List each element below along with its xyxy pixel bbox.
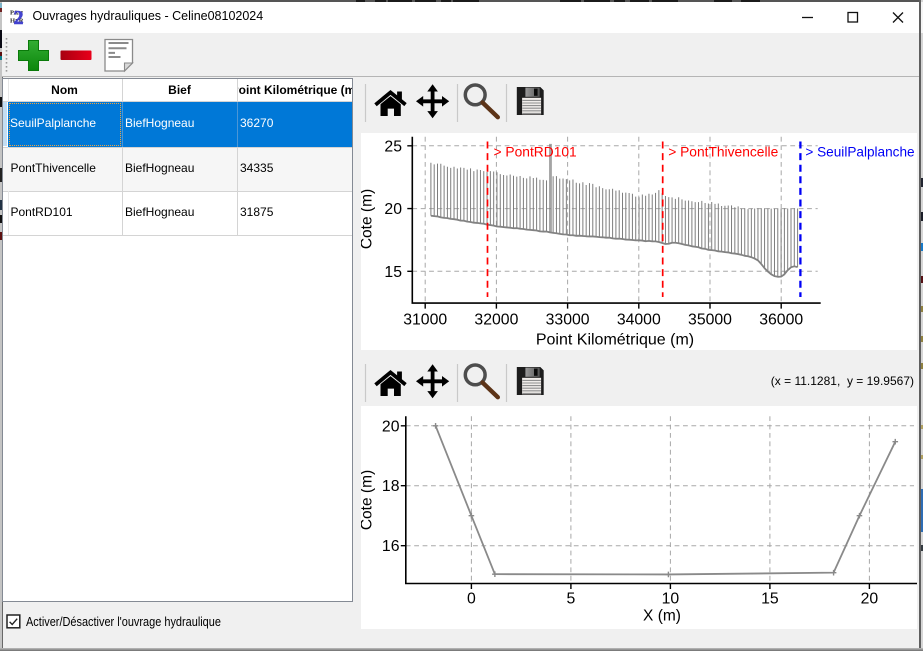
svg-text:> SeuilPalplanche: > SeuilPalplanche	[805, 145, 914, 160]
svg-text:10: 10	[662, 591, 680, 608]
svg-text:Cote (m): Cote (m)	[361, 470, 376, 530]
svg-text:> PontThivencelle: > PontThivencelle	[668, 145, 778, 160]
svg-text:31000: 31000	[403, 312, 447, 329]
svg-text:34000: 34000	[617, 312, 661, 329]
svg-text:16: 16	[382, 538, 400, 555]
svg-text:32000: 32000	[474, 312, 518, 329]
svg-text:35000: 35000	[688, 312, 732, 329]
svg-text:36000: 36000	[759, 312, 803, 329]
svg-text:PAM: PAM	[10, 10, 23, 17]
svg-text:HYR: HYR	[10, 18, 24, 25]
svg-text:20: 20	[384, 201, 402, 218]
svg-text:Cote (m): Cote (m)	[361, 189, 376, 249]
svg-text:20: 20	[861, 591, 879, 608]
svg-text:5: 5	[567, 591, 576, 608]
svg-text:Point Kilométrique (m): Point Kilométrique (m)	[536, 331, 694, 348]
svg-text:15: 15	[384, 264, 402, 281]
svg-text:18: 18	[382, 478, 400, 495]
svg-text:33000: 33000	[546, 312, 590, 329]
svg-text:2: 2	[14, 8, 24, 25]
svg-text:X (m): X (m)	[643, 608, 681, 625]
svg-text:> PontRD101: > PontRD101	[494, 145, 577, 160]
svg-text:25: 25	[384, 138, 402, 155]
svg-text:20: 20	[382, 418, 400, 435]
svg-text:0: 0	[467, 591, 476, 608]
svg-text:15: 15	[761, 591, 779, 608]
